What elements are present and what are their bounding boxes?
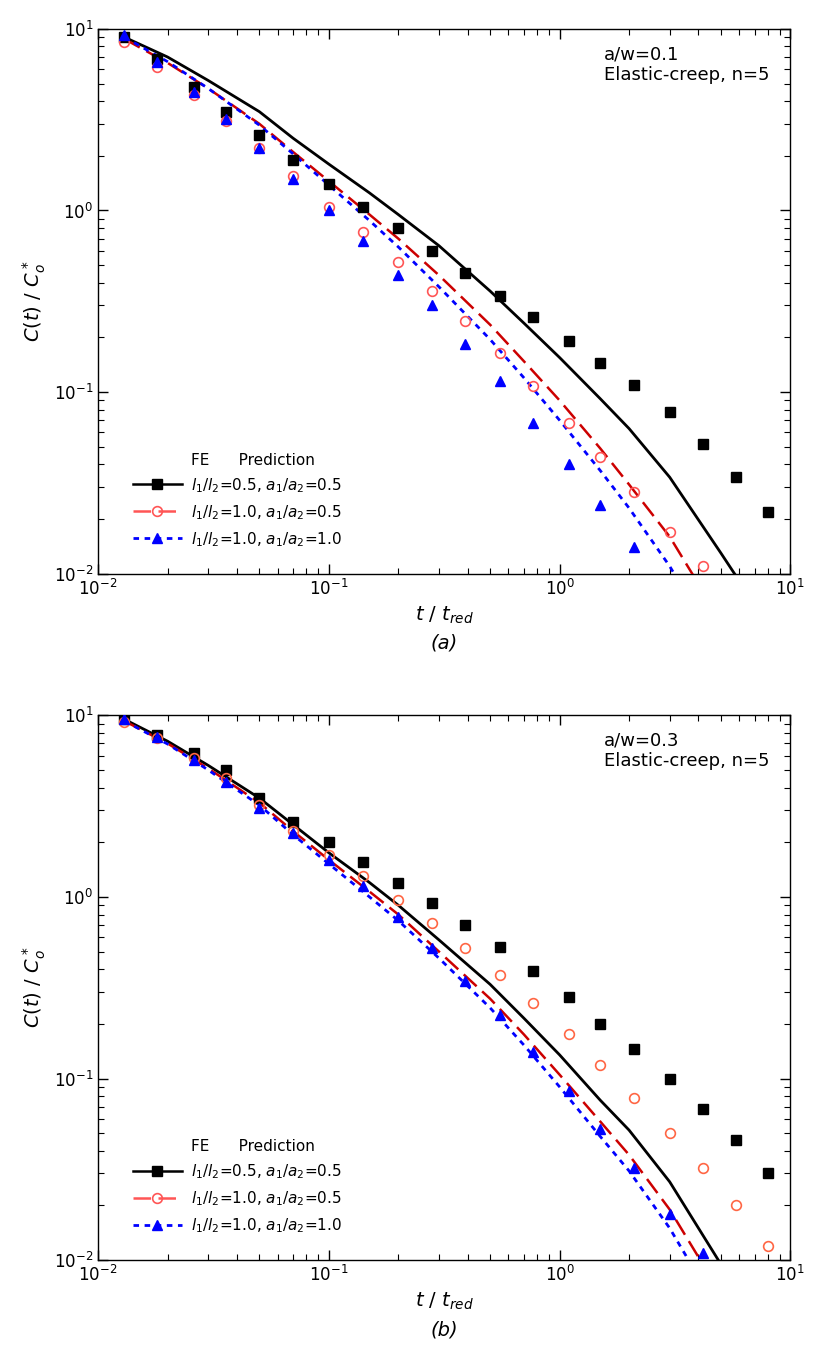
Text: (a): (a) — [430, 634, 458, 653]
Text: a/w=0.1
Elastic-creep, n=5: a/w=0.1 Elastic-creep, n=5 — [604, 45, 770, 84]
Text: a/w=0.3
Elastic-creep, n=5: a/w=0.3 Elastic-creep, n=5 — [604, 731, 770, 771]
X-axis label: $t$ / $t_{red}$: $t$ / $t_{red}$ — [415, 1291, 473, 1311]
Legend: FE      Prediction, $l_1/l_2$=0.5, $a_1/a_2$=0.5, $l_1/l_2$=1.0, $a_1/a_2$=0.5, : FE Prediction, $l_1/l_2$=0.5, $a_1/a_2$=… — [126, 446, 348, 556]
Text: (b): (b) — [430, 1320, 458, 1338]
X-axis label: $t$ / $t_{red}$: $t$ / $t_{red}$ — [415, 604, 473, 626]
Legend: FE      Prediction, $l_1/l_2$=0.5, $a_1/a_2$=0.5, $l_1/l_2$=1.0, $a_1/a_2$=0.5, : FE Prediction, $l_1/l_2$=0.5, $a_1/a_2$=… — [126, 1133, 348, 1241]
Y-axis label: $C(t)$ / $C^*_o$: $C(t)$ / $C^*_o$ — [21, 261, 48, 342]
Y-axis label: $C(t)$ / $C^*_o$: $C(t)$ / $C^*_o$ — [21, 946, 48, 1029]
